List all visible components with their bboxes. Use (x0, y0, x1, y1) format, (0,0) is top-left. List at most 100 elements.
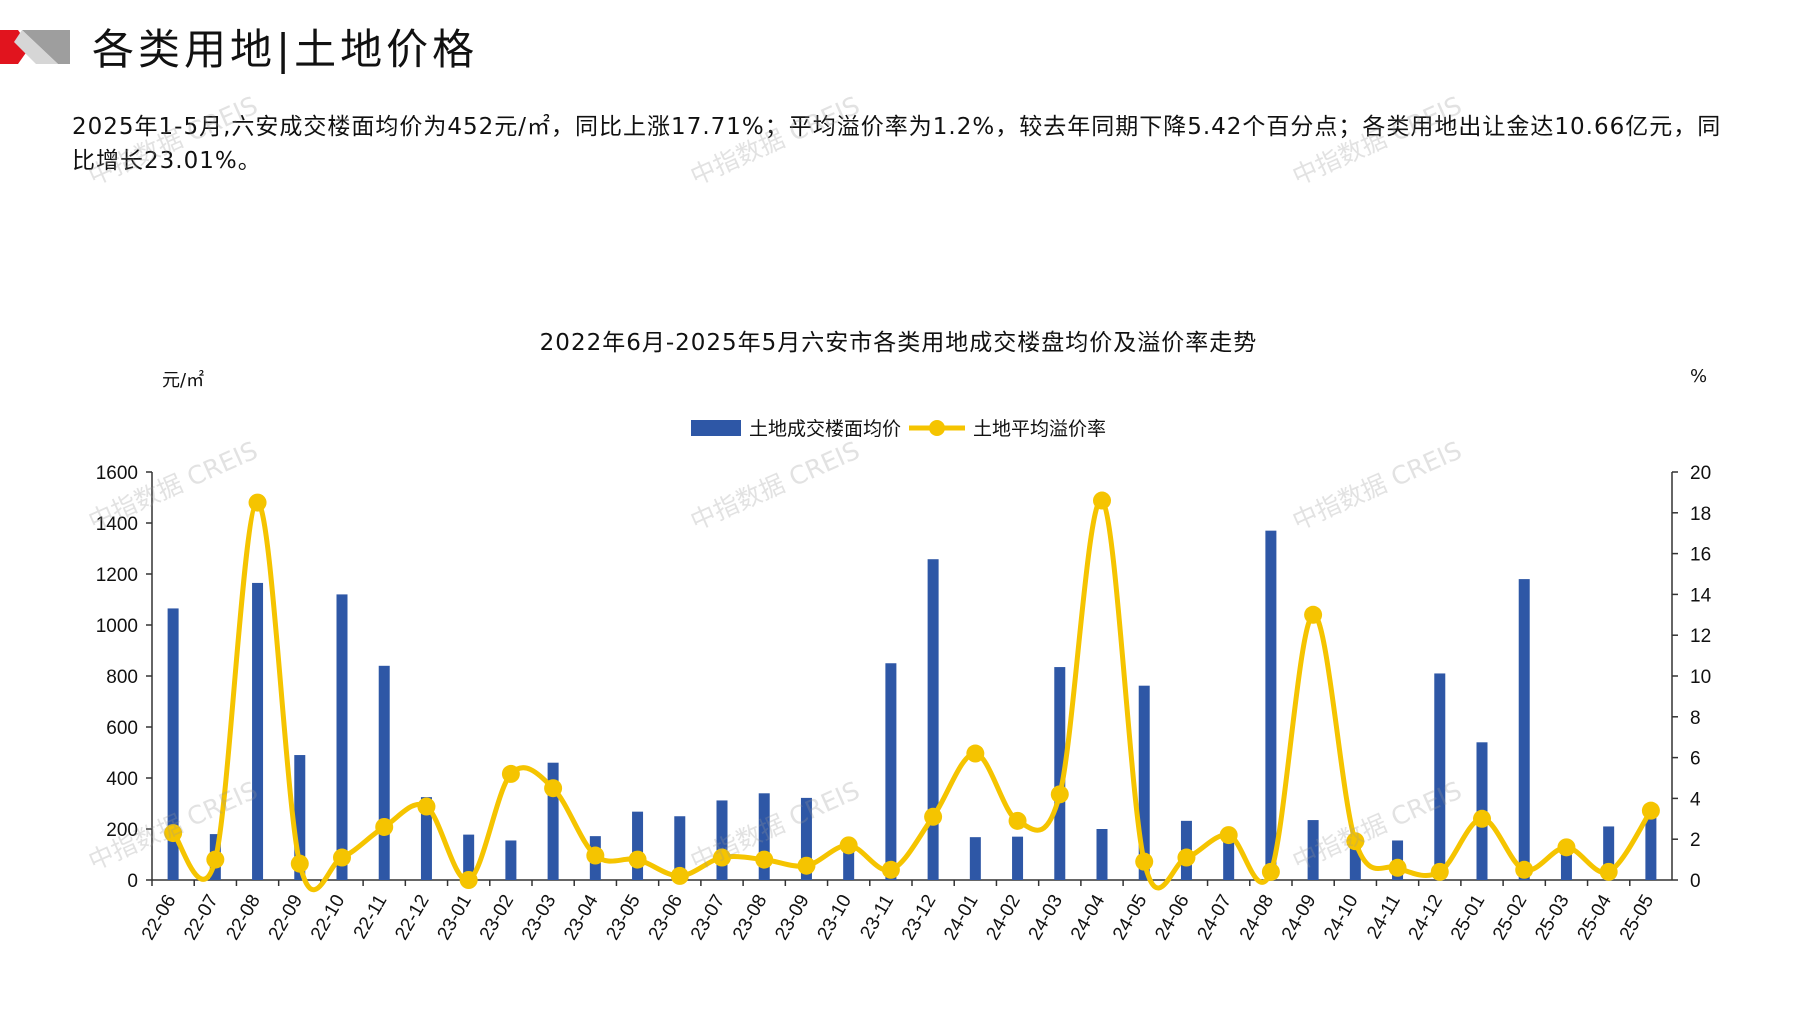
x-axis-tick-label: 25-05 (1616, 891, 1658, 944)
right-axis-tick-label: 20 (1690, 463, 1711, 484)
premium-rate-point (459, 871, 478, 889)
premium-rate-point (1557, 838, 1576, 857)
price-bar (885, 663, 897, 880)
left-axis-tick-label: 1200 (96, 565, 138, 586)
price-bar (420, 797, 432, 880)
x-axis-tick-label: 23-04 (560, 891, 603, 944)
premium-rate-point (1388, 858, 1407, 877)
premium-rate-point (544, 779, 563, 798)
x-axis-tick-label: 23-11 (856, 891, 898, 942)
premium-rate-point (1008, 811, 1027, 830)
price-bar (1138, 685, 1150, 880)
premium-rate-point (1599, 862, 1618, 881)
premium-rate-point (881, 860, 900, 879)
x-axis-tick-label: 23-03 (518, 891, 560, 944)
price-bar (758, 793, 770, 880)
x-axis-tick-label: 22-10 (307, 891, 349, 944)
brand-logo-icon (0, 30, 70, 64)
left-axis-tick-label: 200 (106, 820, 138, 841)
premium-rate-point (1515, 860, 1534, 879)
x-axis-tick-label: 22-07 (180, 891, 222, 944)
premium-rate-point (1135, 852, 1154, 871)
price-bar (1096, 829, 1108, 880)
right-axis-tick-label: 12 (1690, 626, 1711, 647)
left-axis-tick-label: 1600 (96, 463, 138, 484)
price-bar (378, 665, 390, 880)
premium-rate-point (628, 850, 647, 869)
legend-bar-swatch (690, 419, 741, 436)
premium-rate-point (248, 493, 267, 512)
x-axis-tick-label: 22-11 (350, 891, 392, 942)
premium-rate-point (1304, 605, 1323, 624)
right-axis-tick-label: 8 (1690, 708, 1701, 729)
right-axis-tick-label: 18 (1690, 504, 1711, 525)
premium-rate-point (755, 850, 774, 869)
price-bar (674, 816, 686, 880)
premium-rate-point (586, 846, 605, 865)
price-bar (252, 582, 264, 880)
legend-label-price: 土地成交楼面均价 (748, 418, 901, 440)
x-axis-tick-label: 23-10 (814, 891, 856, 944)
premium-rate-point (1261, 862, 1280, 881)
x-axis-tick-label: 22-12 (391, 891, 433, 944)
x-axis-tick-label: 22-08 (222, 891, 264, 944)
premium-rate-point (417, 797, 436, 816)
x-axis-tick-label: 23-07 (687, 891, 729, 944)
price-bar (1265, 530, 1277, 880)
price-bar (1349, 835, 1361, 880)
right-axis-tick-label: 0 (1690, 871, 1701, 892)
x-axis-tick-label: 25-01 (1447, 891, 1489, 944)
premium-rate-point (797, 856, 816, 875)
x-axis-tick-label: 24-11 (1363, 891, 1405, 942)
x-axis-tick-label: 24-05 (1109, 891, 1151, 944)
legend-item-premium: 土地平均溢价率 (909, 414, 1106, 441)
left-axis-tick-label: 600 (106, 718, 138, 739)
left-axis-unit: 元/㎡ (162, 370, 205, 391)
left-axis-tick-label: 1400 (96, 514, 138, 535)
premium-rate-point (1641, 801, 1660, 820)
legend-item-price: 土地成交楼面均价 (690, 414, 901, 441)
premium-rate-point (206, 850, 225, 869)
x-axis-tick-label: 24-02 (982, 891, 1024, 944)
right-axis-tick-label: 14 (1690, 585, 1712, 606)
premium-rate-point (1177, 848, 1196, 867)
x-axis-tick-label: 23-08 (729, 891, 771, 944)
left-axis-tick-label: 0 (127, 871, 138, 892)
premium-rate-point (333, 848, 351, 867)
x-axis-tick-label: 24-10 (1320, 891, 1362, 944)
premium-rate-point (1430, 862, 1449, 881)
x-axis-tick-label: 23-01 (434, 891, 476, 944)
right-axis-unit: % (1690, 366, 1708, 387)
x-axis-tick-label: 24-06 (1151, 891, 1193, 944)
price-bar (505, 840, 517, 880)
premium-rate-point (839, 836, 858, 855)
x-axis-tick-label: 24-08 (1236, 891, 1278, 944)
premium-rate-point (1346, 832, 1365, 851)
chart-title: 2022年6月-2025年5月六安市各类用地成交楼盘均价及溢价率走势 (539, 330, 1258, 356)
price-bar (927, 559, 939, 880)
price-bar (1307, 820, 1319, 880)
premium-rate-line (171, 498, 1653, 893)
x-axis-tick-label: 23-12 (898, 891, 940, 944)
price-bar (969, 837, 981, 880)
x-axis-tick-label: 23-09 (771, 891, 813, 944)
x-axis-tick-label: 23-02 (476, 891, 518, 944)
price-bar (167, 608, 179, 880)
price-bar (1223, 834, 1235, 880)
x-axis-tick-label: 25-04 (1574, 891, 1617, 944)
summary-text: 2025年1-5月,六安成交楼面均价为452元/㎡，同比上涨17.71%；平均溢… (72, 114, 1722, 174)
price-bar (1054, 667, 1066, 880)
price-bar (1603, 826, 1615, 880)
chart-legend: 土地成交楼面均价 土地平均溢价率 (0, 414, 1797, 441)
x-axis-tick-label: 24-03 (1025, 891, 1067, 944)
x-axis-tick-label: 22-06 (138, 891, 180, 944)
x-axis-tick-label: 24-09 (1278, 891, 1320, 944)
price-bar (1645, 816, 1657, 880)
price-bar (1434, 673, 1446, 880)
premium-rate-point (713, 848, 731, 867)
premium-rate-point (375, 817, 394, 836)
price-bar (800, 797, 812, 880)
premium-rate-point (1050, 785, 1069, 804)
legend-line-swatch (909, 419, 965, 436)
